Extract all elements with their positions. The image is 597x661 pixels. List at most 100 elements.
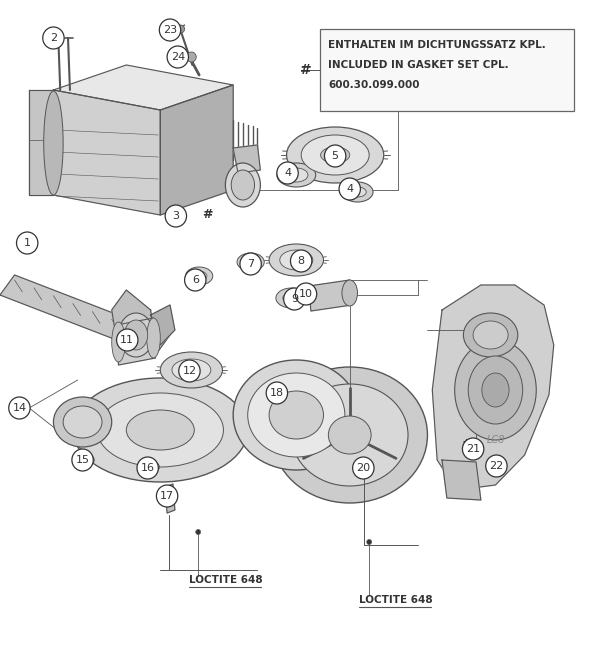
Ellipse shape (349, 187, 366, 197)
Polygon shape (165, 484, 175, 513)
Ellipse shape (172, 359, 211, 381)
Ellipse shape (44, 91, 63, 195)
Text: 24: 24 (171, 52, 185, 62)
Ellipse shape (192, 271, 207, 281)
Ellipse shape (226, 163, 260, 207)
Circle shape (240, 253, 261, 275)
Text: 6: 6 (192, 275, 199, 285)
Circle shape (159, 19, 181, 41)
Ellipse shape (291, 384, 408, 486)
Text: LOCTITE 648: LOCTITE 648 (189, 575, 263, 585)
Text: ENTHALTEN IM DICHTUNGSSATZ KPL.: ENTHALTEN IM DICHTUNGSSATZ KPL. (328, 40, 546, 50)
Circle shape (177, 25, 184, 33)
Ellipse shape (455, 340, 536, 440)
Circle shape (266, 382, 288, 404)
Text: 600.30.099.000: 600.30.099.000 (328, 80, 420, 90)
Ellipse shape (342, 182, 373, 202)
Ellipse shape (287, 127, 384, 183)
Text: 14: 14 (13, 403, 26, 413)
Text: 16: 16 (141, 463, 155, 473)
Text: 12: 12 (182, 366, 196, 376)
Circle shape (196, 529, 201, 535)
Ellipse shape (301, 135, 369, 175)
Ellipse shape (73, 378, 248, 482)
Text: 8: 8 (297, 256, 304, 266)
Circle shape (9, 397, 30, 419)
Text: #: # (461, 438, 472, 451)
Ellipse shape (269, 391, 324, 439)
Circle shape (339, 178, 361, 200)
Text: 20: 20 (356, 463, 370, 473)
Ellipse shape (467, 445, 481, 455)
Ellipse shape (468, 356, 522, 424)
Circle shape (167, 46, 189, 68)
Text: 23: 23 (163, 25, 177, 35)
Ellipse shape (272, 367, 427, 503)
Text: 17: 17 (160, 491, 174, 501)
Polygon shape (112, 290, 155, 355)
Circle shape (165, 205, 186, 227)
Ellipse shape (63, 406, 102, 438)
Text: LC8: LC8 (487, 435, 504, 445)
Circle shape (486, 455, 507, 477)
Ellipse shape (119, 313, 153, 357)
Polygon shape (442, 460, 481, 500)
Text: 22: 22 (490, 461, 503, 471)
Circle shape (463, 438, 484, 460)
Ellipse shape (124, 320, 147, 350)
Text: 18: 18 (270, 388, 284, 398)
Ellipse shape (127, 410, 194, 450)
Circle shape (186, 52, 196, 62)
Polygon shape (233, 145, 260, 173)
Text: LOCTITE 648: LOCTITE 648 (359, 595, 433, 605)
Polygon shape (150, 305, 175, 345)
Polygon shape (116, 318, 155, 365)
Ellipse shape (243, 257, 259, 267)
Text: 21: 21 (466, 444, 480, 454)
Ellipse shape (276, 288, 307, 308)
FancyBboxPatch shape (319, 29, 574, 111)
Circle shape (284, 288, 305, 310)
Text: 3: 3 (173, 211, 179, 221)
Ellipse shape (112, 322, 125, 362)
Text: 9: 9 (291, 294, 298, 304)
Ellipse shape (342, 280, 358, 306)
Ellipse shape (77, 454, 94, 466)
Ellipse shape (277, 163, 316, 187)
Ellipse shape (237, 253, 264, 271)
Ellipse shape (473, 321, 508, 349)
Ellipse shape (147, 318, 161, 358)
Ellipse shape (248, 373, 345, 457)
Ellipse shape (493, 461, 504, 469)
Polygon shape (0, 275, 170, 355)
Polygon shape (161, 85, 233, 215)
Polygon shape (29, 90, 54, 195)
Circle shape (156, 485, 178, 507)
Polygon shape (309, 280, 352, 311)
Text: 1: 1 (24, 238, 30, 248)
Circle shape (291, 250, 312, 272)
Text: 10: 10 (299, 289, 313, 299)
Circle shape (17, 232, 38, 254)
Ellipse shape (142, 461, 159, 473)
Ellipse shape (269, 244, 324, 276)
Ellipse shape (161, 352, 223, 388)
Ellipse shape (482, 373, 509, 407)
Circle shape (296, 283, 316, 305)
Ellipse shape (280, 250, 313, 270)
Text: INCLUDED IN GASKET SET CPL.: INCLUDED IN GASKET SET CPL. (328, 60, 509, 70)
Text: 5: 5 (332, 151, 338, 161)
Ellipse shape (321, 147, 350, 163)
Ellipse shape (283, 293, 300, 303)
Polygon shape (54, 90, 161, 215)
Circle shape (116, 329, 138, 351)
Circle shape (137, 457, 158, 479)
Text: 4: 4 (284, 168, 291, 178)
Ellipse shape (54, 397, 112, 447)
Text: #: # (300, 63, 312, 77)
Ellipse shape (463, 313, 518, 357)
Text: #: # (202, 208, 212, 221)
Circle shape (179, 360, 200, 382)
Polygon shape (54, 65, 233, 110)
Ellipse shape (186, 267, 213, 285)
